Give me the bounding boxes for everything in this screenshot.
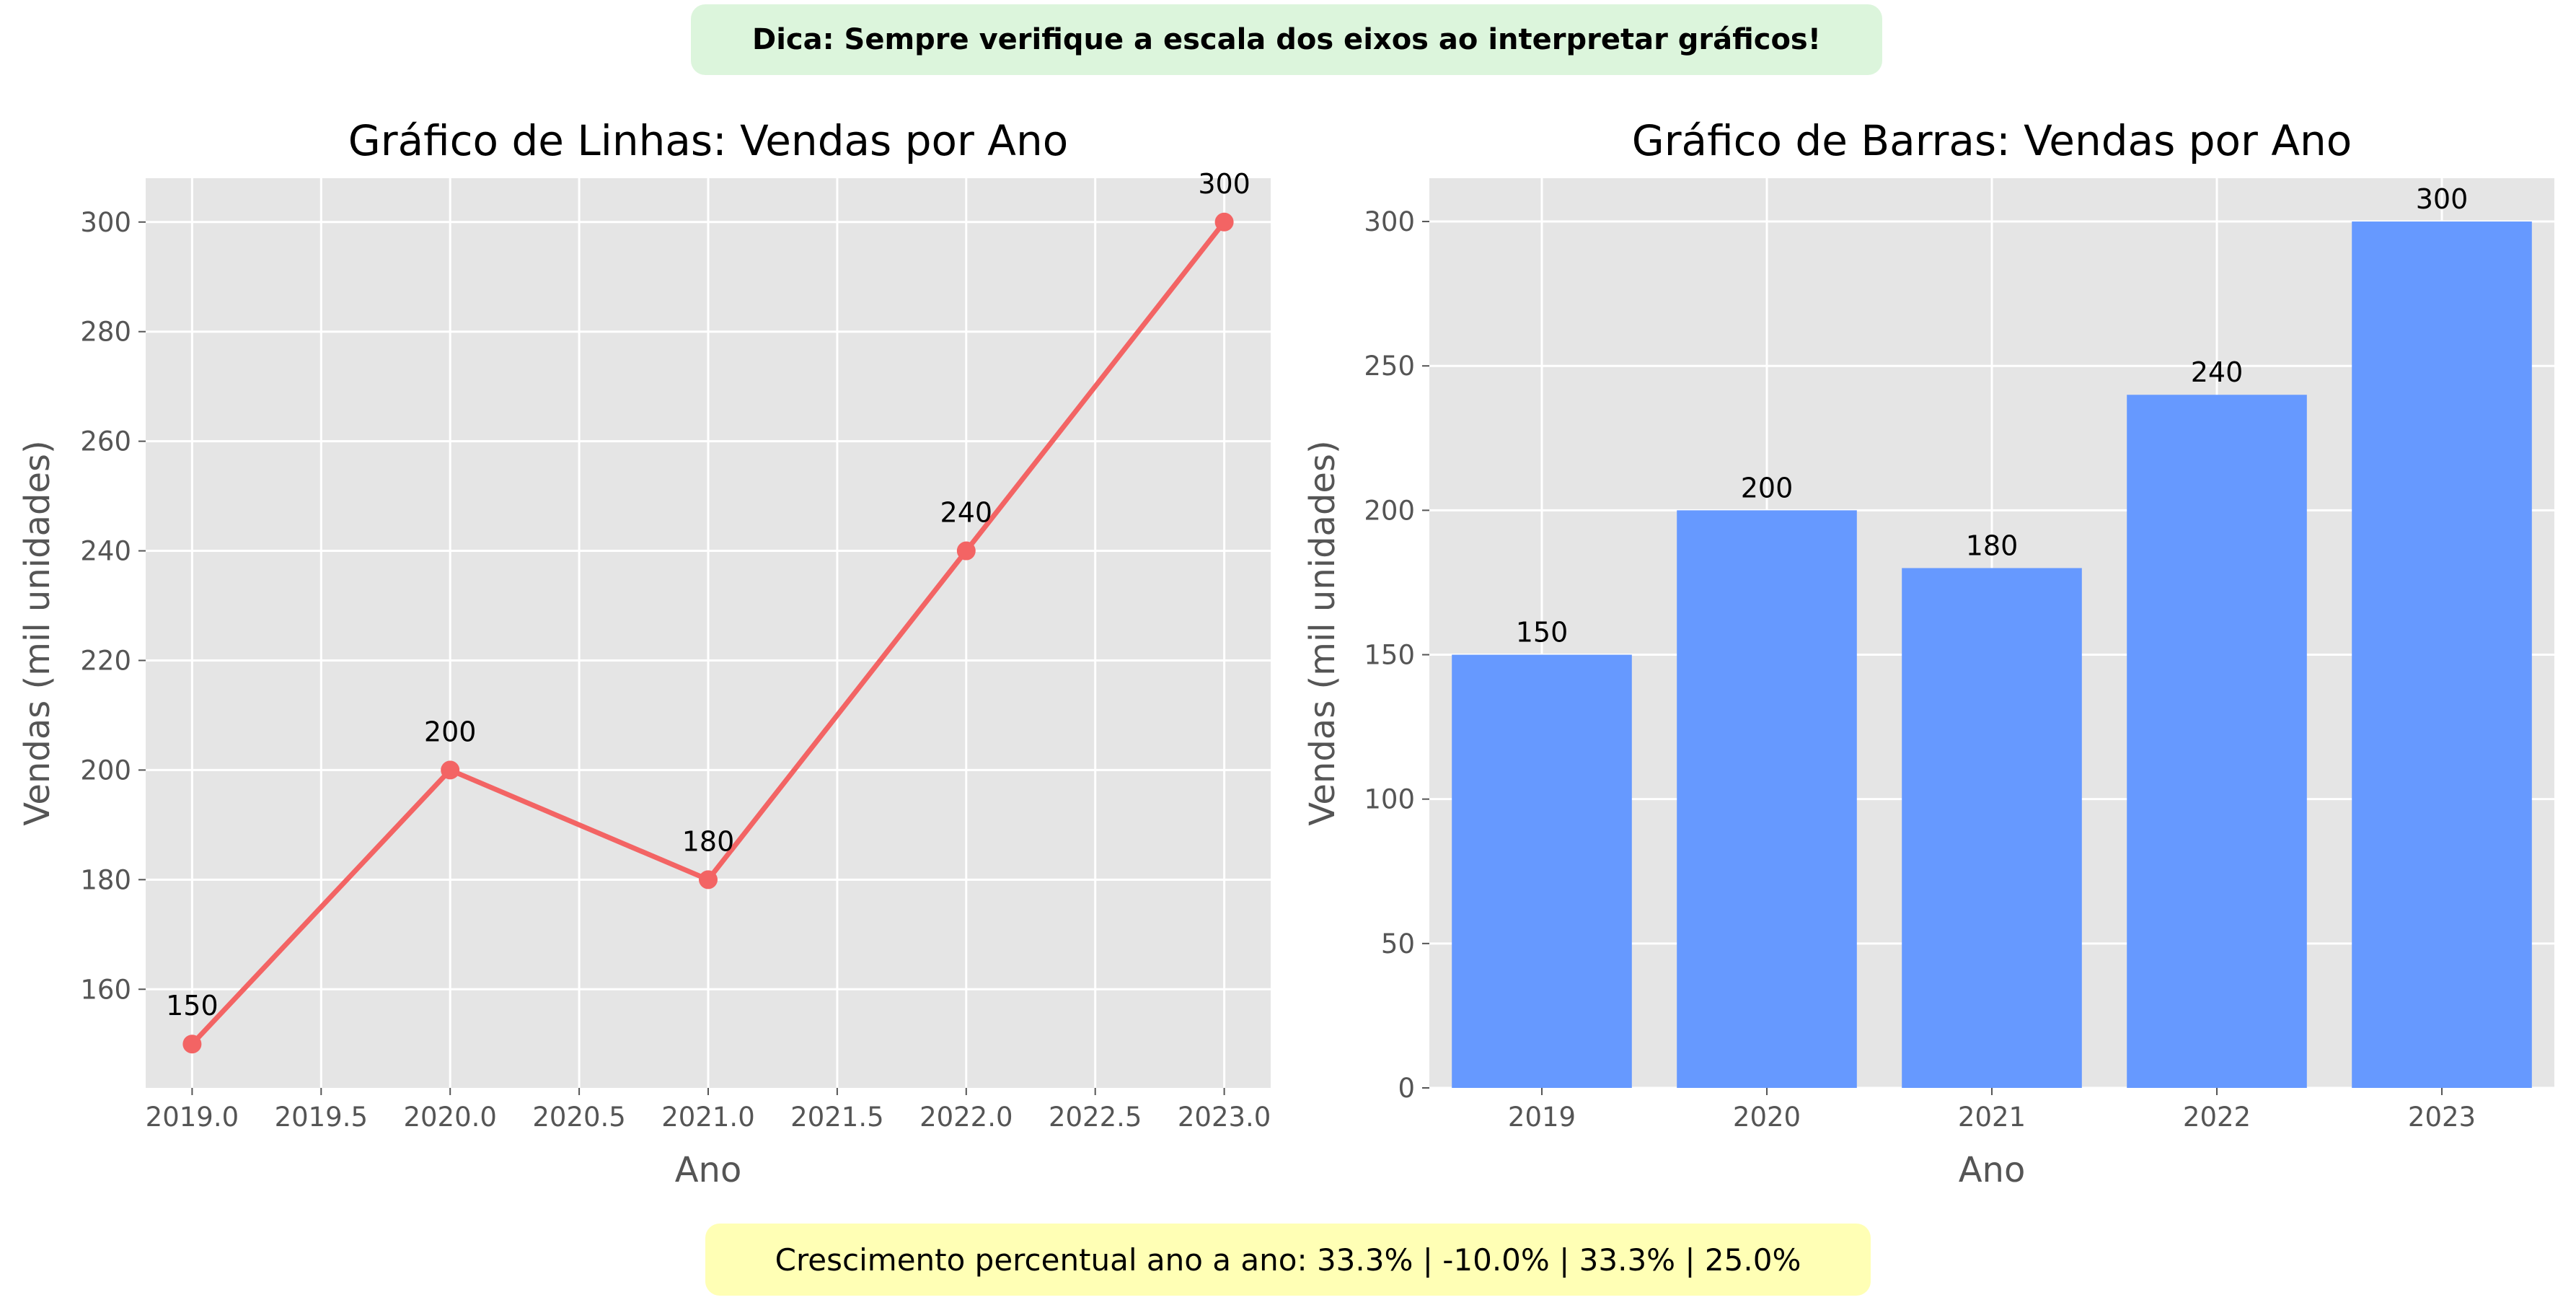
bar — [1902, 568, 2082, 1088]
y-tick-label: 300 — [80, 207, 131, 238]
bar — [1677, 510, 1857, 1088]
y-tick-label: 150 — [1364, 640, 1415, 671]
x-tick-label: 2020 — [1733, 1102, 1801, 1133]
chart-title: Gráfico de Barras: Vendas por Ano — [1632, 116, 2352, 165]
x-axis-label: Ano — [1959, 1150, 2026, 1190]
data-label: 180 — [682, 825, 735, 857]
data-point — [699, 870, 718, 890]
y-tick-label: 300 — [1364, 206, 1415, 237]
tip-banner: Dica: Sempre verifique a escala dos eixo… — [691, 4, 1882, 75]
y-tick-label: 220 — [80, 645, 131, 676]
y-tick-label: 240 — [80, 536, 131, 567]
y-tick-label: 200 — [1364, 495, 1415, 526]
growth-banner: Crescimento percentual ano a ano: 33.3% … — [705, 1224, 1871, 1296]
bar — [1452, 654, 1632, 1088]
x-tick-label: 2022.5 — [1049, 1102, 1142, 1133]
x-tick-label: 2022 — [2183, 1102, 2251, 1133]
y-tick-label: 280 — [80, 317, 131, 348]
x-tick-label: 2023 — [2408, 1102, 2476, 1133]
x-tick-label: 2021.0 — [661, 1102, 754, 1133]
x-tick-label: 2023.0 — [1178, 1102, 1271, 1133]
data-label: 200 — [1741, 472, 1794, 504]
data-label: 200 — [424, 716, 477, 747]
y-tick-label: 250 — [1364, 351, 1415, 382]
y-tick-label: 260 — [80, 426, 131, 457]
y-tick-label: 180 — [80, 864, 131, 895]
data-point — [956, 541, 976, 561]
y-tick-label: 200 — [80, 755, 131, 786]
x-axis-label: Ano — [675, 1150, 742, 1190]
growth-text: Crescimento percentual ano a ano: 33.3% … — [775, 1242, 1801, 1278]
tip-text: Dica: Sempre verifique a escala dos eixo… — [752, 23, 1821, 56]
x-tick-label: 2021 — [1958, 1102, 2026, 1133]
y-axis-label: Vendas (mil unidades) — [17, 440, 58, 825]
line-chart: 2019.0 2019.5 2020.0 2020.5 2021.0 2021.5 2022… — [17, 116, 1271, 1190]
y-tick-label: 0 — [1398, 1073, 1415, 1104]
data-point — [182, 1035, 202, 1054]
data-point — [1214, 212, 1234, 232]
x-tick-label: 2019.0 — [146, 1102, 239, 1133]
data-label: 180 — [1966, 530, 2019, 561]
data-label: 300 — [2416, 183, 2469, 215]
x-tick-label: 2019 — [1508, 1102, 1576, 1133]
bar — [2352, 221, 2532, 1088]
y-axis-label: Vendas (mil unidades) — [1302, 440, 1343, 825]
bar — [2127, 395, 2307, 1088]
x-tick-label: 2021.5 — [790, 1102, 883, 1133]
data-label: 240 — [2191, 356, 2244, 388]
data-label: 240 — [940, 497, 993, 529]
x-tick-label: 2020.5 — [532, 1102, 625, 1133]
data-point — [441, 760, 460, 780]
x-tick-label: 2019.5 — [275, 1102, 368, 1133]
y-tick-label: 100 — [1364, 784, 1415, 815]
y-tick-label: 160 — [80, 974, 131, 1005]
y-tick-label: 50 — [1381, 928, 1415, 959]
bar-chart: 0 50 100 150 200 250 300 150 2019 200 2020 180 2021 2… — [1302, 116, 2554, 1190]
x-tick-label: 2020.0 — [403, 1102, 496, 1133]
x-tick-label: 2022.0 — [919, 1102, 1013, 1133]
data-label: 150 — [1516, 617, 1569, 649]
data-label: 150 — [166, 990, 219, 1022]
data-label: 300 — [1198, 168, 1250, 200]
chart-title: Gráfico de Linhas: Vendas por Ano — [348, 116, 1068, 165]
